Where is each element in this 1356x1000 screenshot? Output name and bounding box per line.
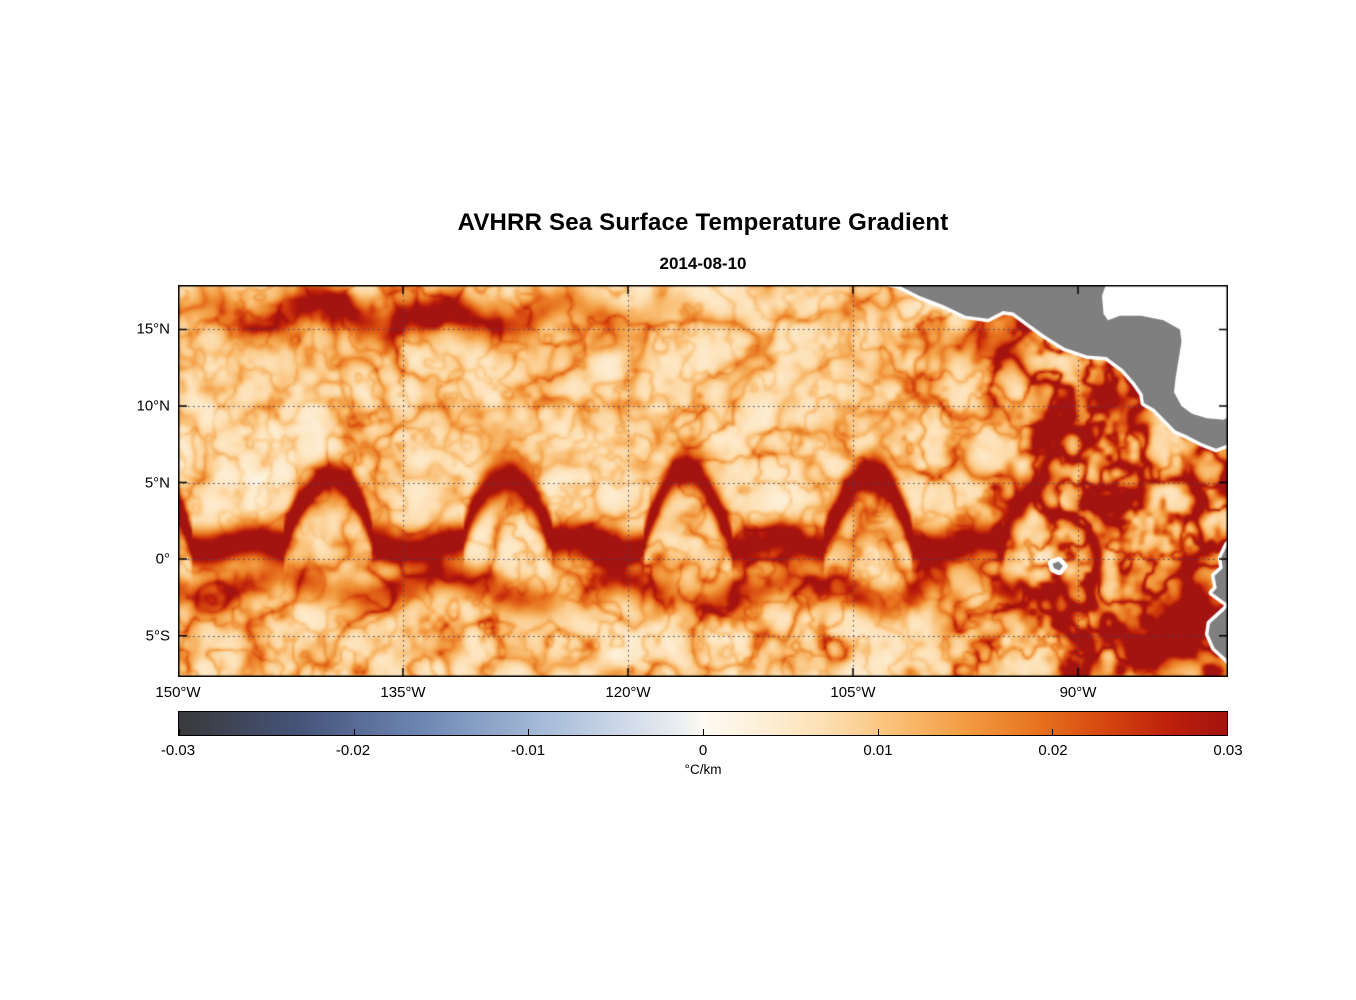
y-axis-tick-label: 0° [155, 550, 170, 568]
y-axis-tick-label: 15°N [136, 320, 170, 338]
colorbar [178, 711, 1228, 736]
colorbar-tick-label: 0.02 [1038, 742, 1068, 759]
colorbar-tick-label: 0.01 [863, 742, 893, 759]
colorbar-tick-label: -0.03 [160, 742, 196, 759]
x-axis-tick-label: 105°W [830, 684, 876, 701]
x-axis-tick-label: 90°W [1059, 684, 1097, 701]
y-axis-tick-label: 10°N [136, 397, 170, 415]
colorbar-tick-mark [528, 729, 530, 735]
colorbar-tick-label: 0 [698, 742, 708, 759]
colorbar-tick-mark [179, 729, 180, 735]
x-axis-tick-label: 135°W [380, 684, 426, 701]
colorbar-tick-mark [1227, 729, 1228, 735]
colorbar-tick-mark [877, 729, 879, 735]
colorbar-tick-label: -0.02 [335, 742, 371, 759]
y-axis-tick-label: 5°S [145, 627, 170, 645]
map-plot-canvas [178, 285, 1228, 677]
chart-subtitle: 2014-08-10 [659, 254, 747, 273]
colorbar-tick-label: -0.01 [510, 742, 546, 759]
x-axis-tick-label: 120°W [605, 684, 651, 701]
x-axis-tick-label: 150°W [155, 684, 201, 701]
colorbar-tick-label: 0.03 [1213, 742, 1243, 759]
y-axis-tick-label: 5°N [144, 474, 170, 492]
chart-title: AVHRR Sea Surface Temperature Gradient [457, 209, 949, 236]
colorbar-tick-mark [703, 729, 704, 735]
colorbar-tick-mark [353, 729, 355, 735]
colorbar-tick-mark [1052, 729, 1054, 735]
colorbar-units-label: °C/km [684, 762, 722, 777]
